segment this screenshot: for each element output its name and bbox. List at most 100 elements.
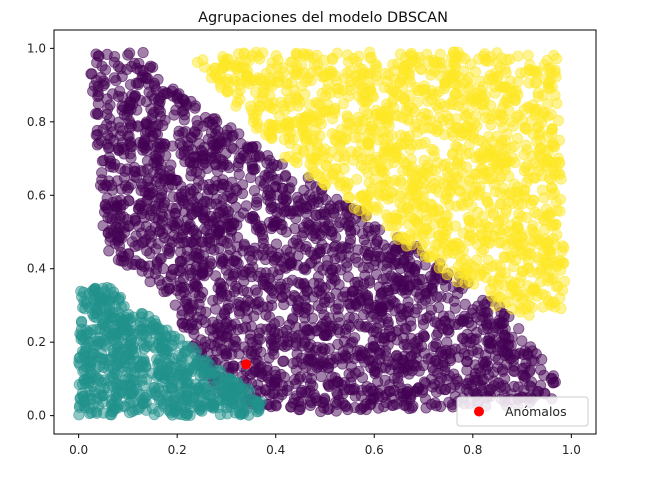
cluster-purple-point bbox=[462, 316, 475, 329]
cluster-purple-point bbox=[116, 137, 129, 149]
cluster-yellow-point bbox=[378, 149, 390, 161]
y-tick-label: 0.2 bbox=[27, 335, 46, 349]
cluster-yellow-point bbox=[316, 87, 328, 100]
cluster-yellow-point bbox=[405, 211, 418, 223]
cluster-purple-point bbox=[126, 258, 138, 270]
cluster-purple-point bbox=[191, 202, 203, 214]
cluster-yellow-point bbox=[370, 70, 383, 82]
cluster-purple-point bbox=[342, 271, 354, 283]
cluster-yellow-point bbox=[298, 129, 311, 141]
cluster-yellow-point bbox=[454, 186, 466, 198]
cluster-teal-point bbox=[88, 294, 100, 306]
cluster-purple-point bbox=[311, 286, 323, 298]
x-tick-label: 0.6 bbox=[365, 443, 384, 457]
cluster-teal-point bbox=[248, 394, 260, 406]
cluster-yellow-point bbox=[441, 268, 453, 281]
cluster-purple-point bbox=[483, 369, 495, 381]
cluster-purple-point bbox=[115, 222, 127, 234]
cluster-yellow-point bbox=[385, 192, 397, 204]
cluster-teal-point bbox=[189, 349, 201, 361]
cluster-purple-point bbox=[363, 277, 376, 289]
cluster-purple-point bbox=[240, 200, 252, 212]
cluster-purple-point bbox=[482, 306, 494, 319]
cluster-yellow-point bbox=[505, 219, 517, 231]
cluster-yellow-point bbox=[502, 196, 514, 208]
cluster-purple-point bbox=[130, 230, 142, 242]
cluster-teal-point bbox=[137, 367, 149, 379]
cluster-yellow-point bbox=[206, 65, 218, 77]
cluster-purple-point bbox=[192, 120, 204, 132]
cluster-yellow-point bbox=[402, 165, 414, 177]
cluster-yellow-point bbox=[475, 162, 487, 175]
cluster-yellow-point bbox=[460, 268, 472, 280]
cluster-yellow-point bbox=[505, 249, 517, 261]
cluster-yellow-point bbox=[543, 77, 555, 89]
cluster-purple-point bbox=[342, 342, 354, 355]
cluster-purple-point bbox=[408, 337, 421, 349]
cluster-purple-point bbox=[266, 246, 278, 258]
cluster-purple-point bbox=[402, 385, 414, 398]
cluster-yellow-point bbox=[519, 161, 531, 173]
cluster-purple-point bbox=[359, 356, 371, 368]
cluster-yellow-point bbox=[342, 56, 355, 68]
cluster-yellow-point bbox=[353, 50, 365, 62]
cluster-teal-point bbox=[109, 390, 121, 402]
cluster-purple-point bbox=[282, 335, 295, 348]
cluster-purple-point bbox=[121, 184, 134, 196]
cluster-yellow-point bbox=[482, 236, 495, 248]
cluster-yellow-point bbox=[363, 144, 375, 156]
cluster-purple-point bbox=[390, 350, 403, 362]
cluster-teal-point bbox=[232, 382, 244, 395]
cluster-purple-point bbox=[233, 168, 245, 180]
cluster-yellow-point bbox=[354, 62, 366, 75]
cluster-purple-point bbox=[292, 250, 304, 262]
cluster-purple-point bbox=[264, 388, 276, 401]
cluster-purple-point bbox=[87, 85, 99, 97]
cluster-teal-point bbox=[92, 373, 104, 385]
cluster-purple-point bbox=[284, 258, 296, 270]
cluster-purple-point bbox=[121, 64, 133, 76]
cluster-yellow-point bbox=[367, 124, 379, 136]
cluster-purple-point bbox=[210, 159, 222, 171]
cluster-yellow-point bbox=[378, 167, 390, 179]
cluster-yellow-point bbox=[527, 194, 539, 206]
cluster-purple-point bbox=[312, 325, 324, 337]
cluster-purple-point bbox=[131, 171, 143, 184]
cluster-purple-point bbox=[317, 342, 329, 354]
cluster-purple-point bbox=[426, 361, 439, 374]
cluster-purple-point bbox=[414, 288, 426, 301]
cluster-purple-point bbox=[519, 371, 532, 383]
cluster-yellow-point bbox=[449, 88, 461, 101]
cluster-yellow-point bbox=[231, 63, 243, 75]
cluster-purple-point bbox=[202, 233, 214, 245]
cluster-purple-point bbox=[207, 294, 219, 307]
x-tick-label: 0.4 bbox=[266, 443, 285, 457]
cluster-purple-point bbox=[233, 157, 245, 169]
cluster-purple-point bbox=[421, 312, 433, 324]
cluster-yellow-point bbox=[438, 237, 450, 249]
cluster-purple-point bbox=[368, 259, 380, 271]
cluster-teal-point bbox=[77, 345, 89, 357]
cluster-purple-point bbox=[321, 329, 333, 341]
cluster-yellow-point bbox=[250, 110, 262, 122]
cluster-purple-point bbox=[312, 300, 324, 312]
cluster-teal-point bbox=[76, 330, 88, 342]
scatter-points bbox=[73, 46, 571, 422]
cluster-purple-point bbox=[413, 365, 425, 377]
cluster-teal-point bbox=[202, 356, 214, 368]
cluster-purple-point bbox=[255, 267, 267, 279]
cluster-purple-point bbox=[141, 194, 153, 207]
cluster-purple-point bbox=[409, 307, 421, 319]
cluster-yellow-point bbox=[305, 67, 318, 79]
cluster-purple-point bbox=[156, 215, 168, 227]
cluster-yellow-point bbox=[494, 237, 506, 249]
cluster-yellow-point bbox=[345, 146, 357, 158]
cluster-purple-point bbox=[367, 334, 379, 346]
cluster-yellow-point bbox=[452, 238, 465, 250]
cluster-yellow-point bbox=[312, 141, 324, 153]
cluster-yellow-point bbox=[554, 169, 566, 181]
cluster-yellow-point bbox=[488, 209, 500, 221]
cluster-purple-point bbox=[297, 202, 309, 214]
cluster-yellow-point bbox=[546, 182, 558, 194]
cluster-purple-point bbox=[257, 233, 269, 245]
